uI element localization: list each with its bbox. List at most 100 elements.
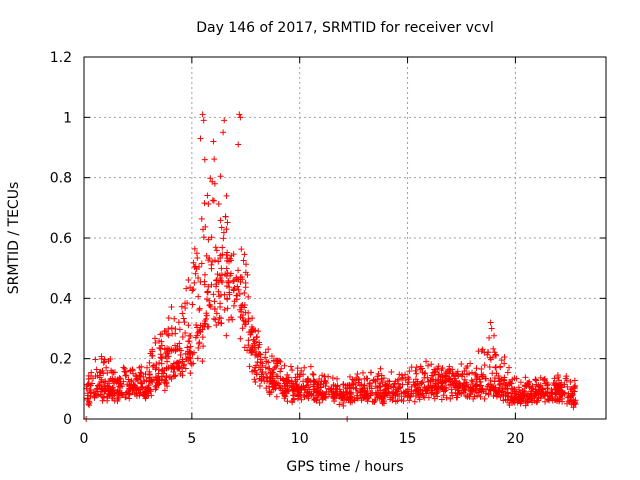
data-point [190,259,197,266]
y-tick-label: 0.4 [50,291,72,307]
data-point [239,276,246,283]
data-point [163,379,170,386]
data-point [441,388,448,395]
data-point [358,381,365,388]
data-point [89,375,96,382]
data-point [297,371,304,378]
data-point [181,319,188,326]
data-point [405,386,412,393]
data-point [185,338,192,345]
data-point [191,245,198,252]
data-point [400,397,407,404]
data-point [458,361,465,368]
data-point [224,219,231,226]
data-point [192,270,199,277]
data-point [561,381,568,388]
data-point [558,391,565,398]
data-point [447,367,454,374]
data-point [503,390,510,397]
data-point [417,363,424,370]
data-points [83,111,579,422]
data-point [211,305,218,312]
data-point [200,343,207,350]
data-point [190,286,197,293]
data-point [204,288,211,295]
data-point [289,387,296,394]
data-point [458,373,465,380]
data-point [269,384,276,391]
data-point [215,200,222,207]
data-point [311,378,318,385]
data-point [300,371,307,378]
data-point [196,328,203,335]
data-point [506,380,513,387]
data-point [571,377,578,384]
data-point [318,384,325,391]
data-point [211,298,218,305]
data-point [491,378,498,385]
data-point [487,356,494,363]
data-point [120,364,127,371]
data-point [504,369,511,376]
data-point [156,379,163,386]
data-point [139,383,146,390]
data-point [304,376,311,383]
data-point [441,384,448,391]
data-point [544,381,551,388]
data-point [425,362,432,369]
data-point [382,389,389,396]
data-point [114,396,121,403]
data-point [389,390,396,397]
data-point [193,250,200,257]
data-point [236,290,243,297]
data-point [178,347,185,354]
data-point [486,364,493,371]
data-point [114,391,121,398]
data-point [463,364,470,371]
data-point [460,380,467,387]
data-point [199,358,206,365]
data-point [564,383,571,390]
data-point [379,379,386,386]
data-point [281,383,288,390]
data-point [104,397,111,404]
x-tick-label: 20 [506,431,524,447]
data-point [288,378,295,385]
data-point [121,365,128,372]
data-point [336,401,343,408]
data-point [197,278,204,285]
data-point [511,375,518,382]
data-point [167,373,174,380]
y-tick-label: 0.2 [50,352,72,368]
data-point [367,392,374,399]
data-point [218,265,225,272]
data-point [138,363,145,370]
data-point [350,384,357,391]
data-point [307,379,314,386]
data-point [228,252,235,259]
data-point [170,364,177,371]
data-point [241,251,248,258]
data-point [203,252,210,259]
data-point [275,380,282,387]
data-point [559,398,566,405]
data-point [158,367,165,374]
data-point [223,226,230,233]
data-point [428,387,435,394]
data-point [284,371,291,378]
data-point [256,341,263,348]
data-point [262,354,269,361]
data-point [200,117,207,124]
data-point [360,394,367,401]
data-point [518,396,525,403]
data-point [489,370,496,377]
x-tick-label: 15 [399,431,417,447]
data-point [235,286,242,293]
data-point [290,386,297,393]
data-point [138,370,145,377]
data-point [195,344,202,351]
data-point [541,376,548,383]
data-point [477,378,484,385]
data-point [469,385,476,392]
